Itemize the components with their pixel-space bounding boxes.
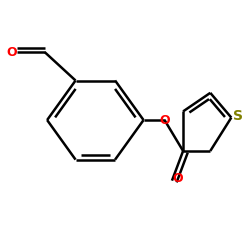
Text: S: S <box>233 109 243 123</box>
Text: O: O <box>7 46 17 59</box>
Text: O: O <box>159 114 170 126</box>
Text: O: O <box>173 172 184 185</box>
